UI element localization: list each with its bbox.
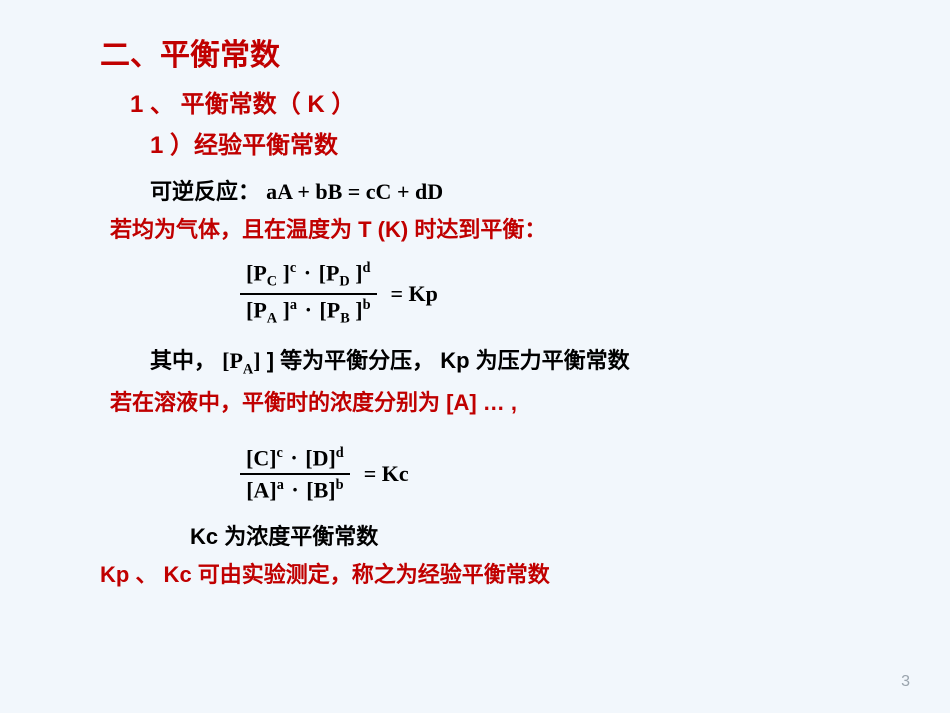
kp-note-post: ] 等为平衡分压， Kp 为压力平衡常数 bbox=[267, 348, 630, 373]
kp-den-pa-sup: a bbox=[290, 297, 297, 313]
kp-note-pa-open: [P bbox=[222, 348, 243, 373]
kp-num-pd-open: [P bbox=[319, 260, 340, 285]
kp-num-pd-sup: d bbox=[363, 260, 371, 276]
dot-icon: · bbox=[303, 297, 314, 322]
kp-equation: [PC ]c · [PD ]d [PA ]a · [PB ]b = Kp bbox=[240, 258, 890, 329]
kc-rhs: = Kc bbox=[364, 461, 409, 487]
kp-num-pd-sub: D bbox=[339, 274, 349, 290]
subsection-1-1: 1 ）经验平衡常数 bbox=[150, 125, 890, 160]
dot-icon: · bbox=[288, 445, 299, 470]
kp-rhs: = Kp bbox=[391, 281, 438, 307]
section-title: 二、平衡常数 bbox=[100, 30, 890, 74]
final-line: Kp 、 Kc 可由实验测定，称之为经验平衡常数 bbox=[100, 557, 890, 589]
kp-den-pa-sub: A bbox=[267, 310, 277, 326]
kc-den-b: [B] bbox=[306, 477, 335, 502]
kc-num-c: [C] bbox=[246, 445, 277, 470]
kp-note-pa-sub: A bbox=[243, 362, 253, 378]
kp-den-pb-open: [P bbox=[319, 297, 340, 322]
subsection-1: 1 、 平衡常数（ K ） bbox=[130, 84, 890, 119]
reversible-reaction-line: 可逆反应： aA + bB = cC + dD bbox=[150, 174, 890, 206]
kc-den-a-sup: a bbox=[277, 477, 284, 493]
reversible-label: 可逆反应： bbox=[150, 179, 260, 204]
reversible-equation: aA + bB = cC + dD bbox=[266, 179, 443, 204]
kc-denominator: [A]a · [B]b bbox=[240, 475, 349, 505]
kp-den-pb-sub: B bbox=[340, 310, 350, 326]
kp-numerator: [PC ]c · [PD ]d bbox=[240, 258, 377, 293]
kc-num-d: [D] bbox=[305, 445, 336, 470]
kp-denominator: [PA ]a · [PB ]b bbox=[240, 295, 377, 330]
kc-den-a: [A] bbox=[246, 477, 277, 502]
kp-den-pb-sup: b bbox=[363, 297, 371, 313]
kc-den-b-sup: b bbox=[336, 477, 344, 493]
dot-icon: · bbox=[289, 477, 300, 502]
kc-numerator: [C]c · [D]d bbox=[240, 443, 350, 473]
page-number: 3 bbox=[901, 673, 910, 691]
kp-note-pre: 其中， bbox=[150, 348, 216, 373]
gas-condition-line: 若均为气体，且在温度为 T (K) 时达到平衡： bbox=[110, 212, 890, 244]
solution-condition-line: 若在溶液中，平衡时的浓度分别为 [A] … , bbox=[110, 385, 890, 417]
kc-num-c-sup: c bbox=[277, 445, 283, 461]
kc-fraction: [C]c · [D]d [A]a · [B]b bbox=[240, 443, 350, 506]
kp-num-pc-sub: C bbox=[267, 274, 277, 290]
kp-num-pc-sup: c bbox=[290, 260, 296, 276]
dot-icon: · bbox=[302, 260, 313, 285]
kp-num-pc-open: [P bbox=[246, 260, 267, 285]
kc-equation: [C]c · [D]d [A]a · [B]b = Kc bbox=[240, 443, 890, 506]
kc-label-line: Kc 为浓度平衡常数 bbox=[190, 519, 890, 551]
kp-den-pa-open: [P bbox=[246, 297, 267, 322]
kc-num-d-sup: d bbox=[336, 445, 344, 461]
kp-note-line: 其中， [PA] ] 等为平衡分压， Kp 为压力平衡常数 bbox=[150, 343, 890, 378]
kp-fraction: [PC ]c · [PD ]d [PA ]a · [PB ]b bbox=[240, 258, 377, 329]
